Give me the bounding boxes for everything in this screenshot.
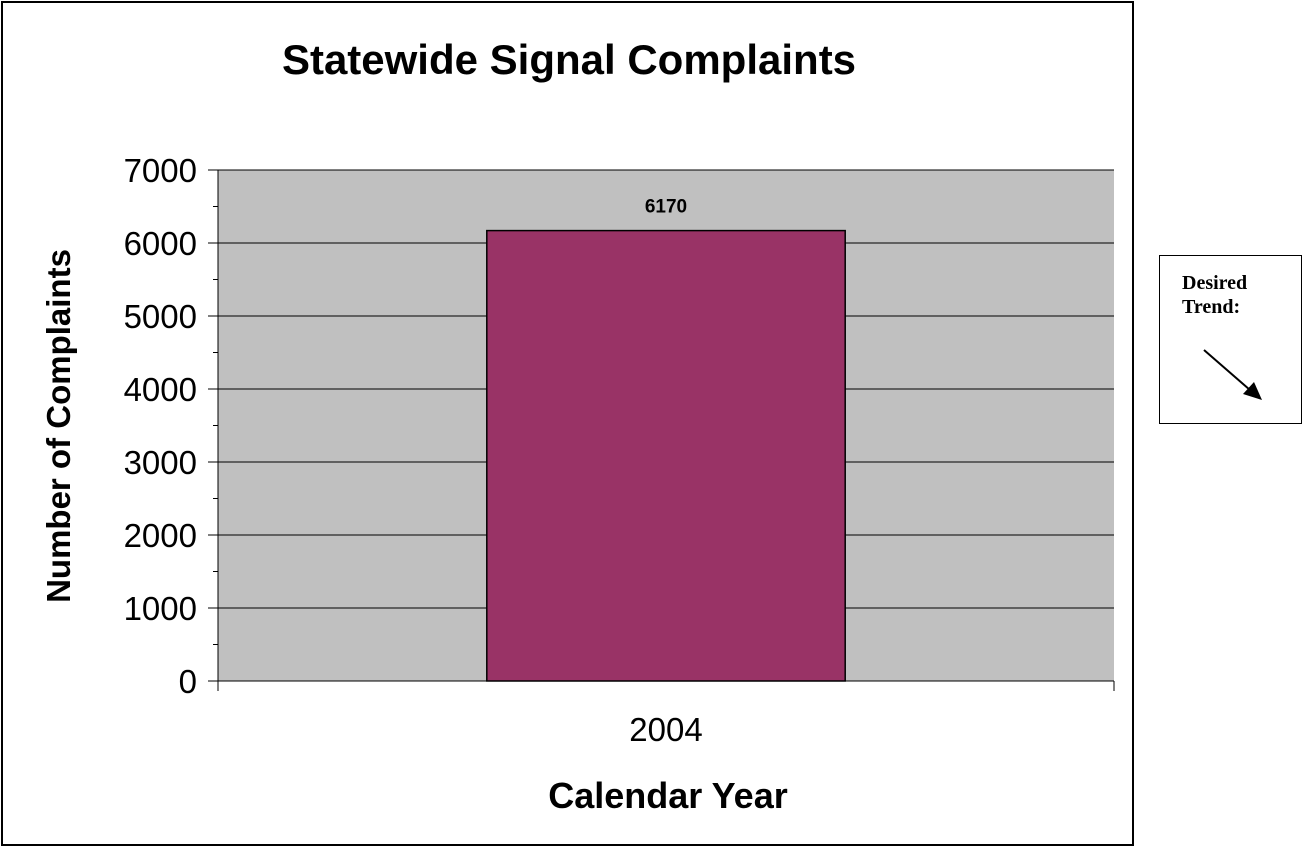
data-label: 6170: [645, 197, 687, 218]
y-tick-label: 7000: [124, 152, 197, 189]
x-axis-label: Calendar Year: [548, 775, 787, 816]
y-axis-label: Number of Complaints: [40, 249, 77, 603]
y-tick-label: 5000: [124, 298, 197, 335]
y-tick-label: 0: [179, 663, 197, 700]
y-tick-label: 4000: [124, 371, 197, 408]
y-tick-label: 3000: [124, 444, 197, 481]
desired-trend-label: Desired Trend:: [1182, 272, 1248, 318]
plot-area: 0 1000 2000 3000 4000 5000 6000 7000 6170 2004: [124, 152, 1115, 748]
desired-trend-panel: Desired Trend:: [1159, 255, 1302, 424]
y-tick-label: 1000: [124, 590, 197, 627]
y-tick-label: 2000: [124, 517, 197, 554]
y-tick-label: 6000: [124, 225, 197, 262]
x-tick-label: 2004: [629, 711, 702, 748]
bar: [486, 229, 846, 682]
down-right-arrow-icon: [1203, 349, 1262, 400]
chart-title: Statewide Signal Complaints: [282, 36, 856, 83]
